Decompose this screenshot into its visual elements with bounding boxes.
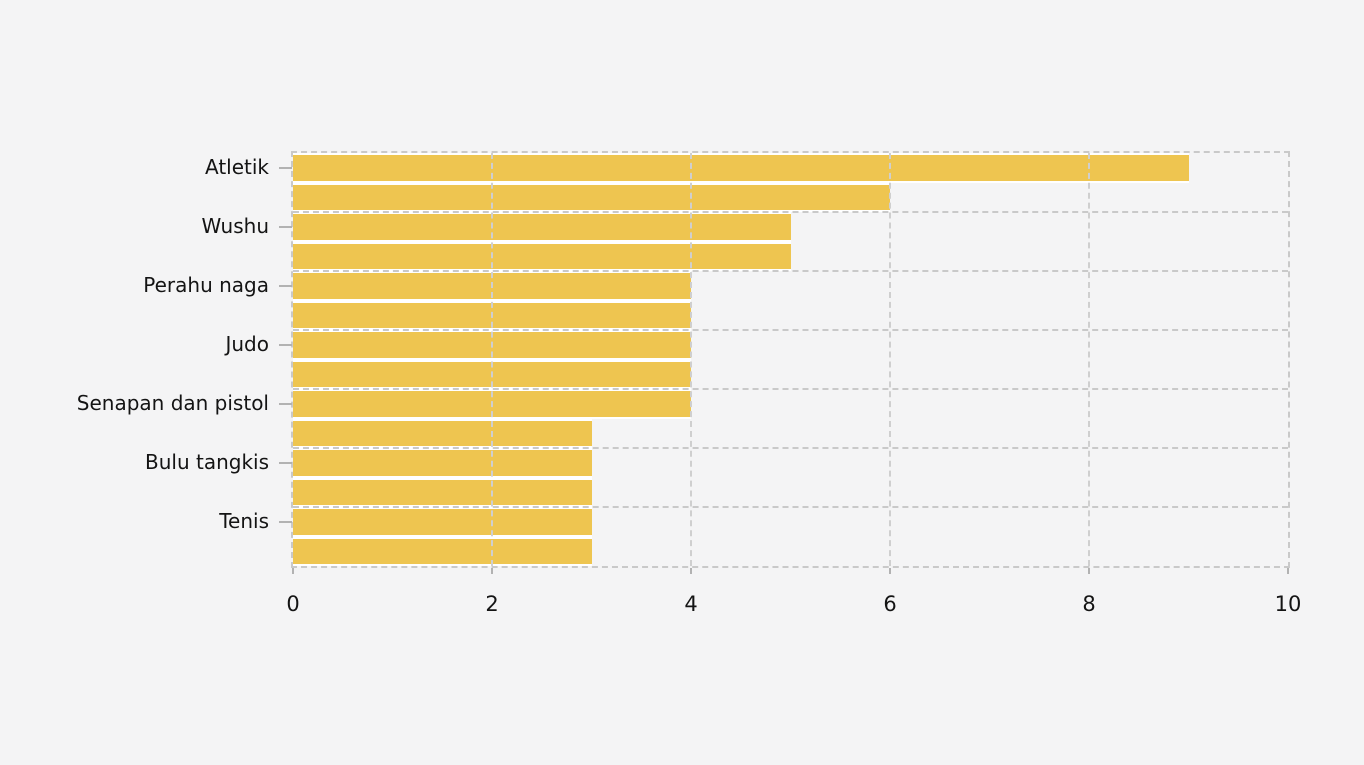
x-tick-label: 10 [1274,592,1302,616]
h-gridline [293,447,1288,449]
h-gridline [293,506,1288,508]
x-tick-label: 2 [485,592,499,616]
y-tick-mark [279,343,292,346]
bar [293,212,791,242]
x-tick-mark [1287,568,1289,574]
h-gridline [293,211,1288,213]
x-tick-mark [889,568,891,574]
bar [293,418,592,448]
v-gridline [1088,153,1090,566]
y-tick-label: Bulu tangkis [144,450,269,475]
h-gridline [293,329,1288,331]
x-tick-mark [690,568,692,574]
v-gridline [491,153,493,566]
bar [293,536,592,566]
h-gridline [293,388,1288,390]
x-tick-mark [1088,568,1090,574]
y-tick-label: Senapan dan pistol [76,391,269,416]
bar [293,507,592,537]
v-gridline [690,153,692,566]
bar [293,182,890,212]
x-tick-mark [491,568,493,574]
y-tick-mark [279,402,292,405]
y-tick-mark [279,461,292,464]
x-tick-label: 4 [684,592,698,616]
y-tick-mark [279,225,292,228]
bar [293,448,592,478]
y-tick-label: Judo [225,332,269,357]
plot-area [291,151,1290,568]
y-tick-mark [279,284,292,287]
y-tick-mark [279,166,292,169]
bar [293,153,1189,183]
y-tick-mark [279,520,292,523]
x-tick-label: 8 [1082,592,1096,616]
y-tick-label: Atletik [204,155,269,180]
x-tick-mark [292,568,294,574]
v-gridline [889,153,891,566]
bar [293,477,592,507]
y-tick-label: Wushu [201,214,269,239]
x-tick-label: 6 [883,592,897,616]
y-tick-label: Tenis [219,509,269,534]
bar [293,241,791,271]
x-tick-label: 0 [286,592,300,616]
h-gridline [293,270,1288,272]
y-tick-label: Perahu naga [143,273,269,298]
